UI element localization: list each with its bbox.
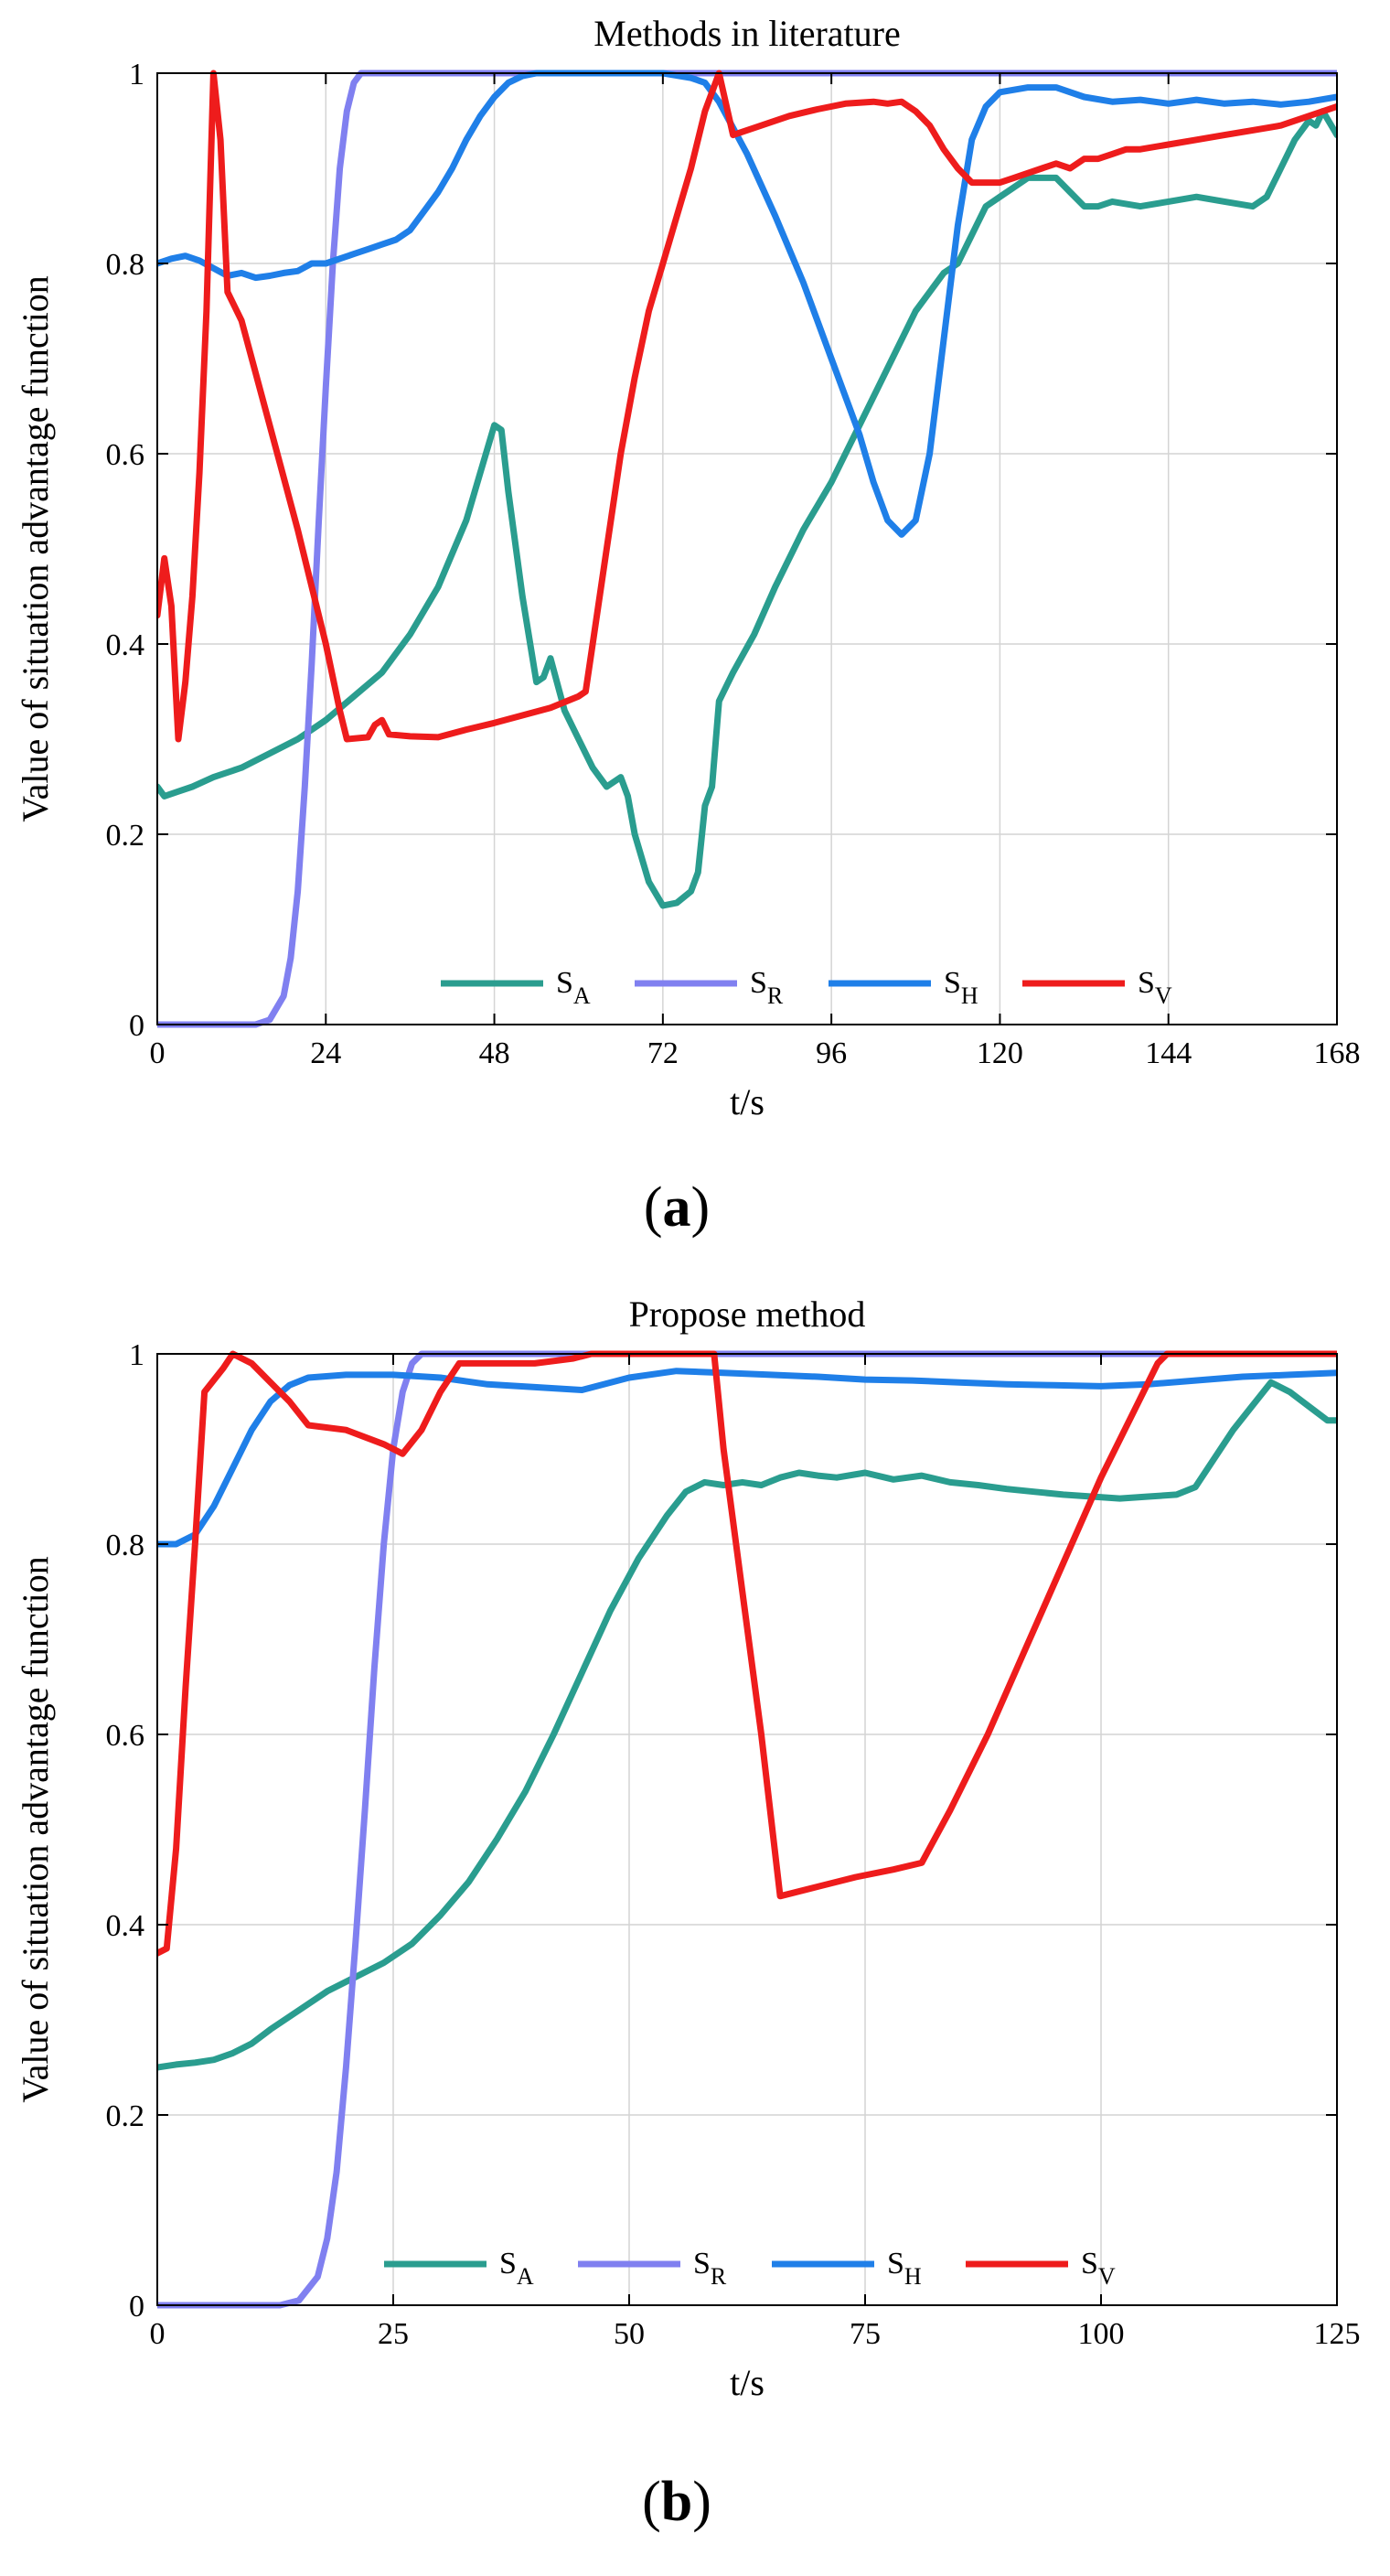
x-tick-label: 25 bbox=[378, 2317, 409, 2351]
legend-item-sv: SV bbox=[1022, 966, 1172, 1009]
legend-label: SA bbox=[499, 2247, 534, 2290]
series-line-sv bbox=[157, 1350, 1337, 1957]
x-axis-label: t/s bbox=[730, 2362, 764, 2403]
chart-panel-b: 0 25 50 75 100 125 0 0.2 0.4 0.6 0.8 1 Propose metho… bbox=[15, 1293, 1361, 2533]
series-line-sh bbox=[157, 70, 1337, 538]
series-line-sv bbox=[157, 70, 1337, 743]
x-tick-label: 120 bbox=[977, 1036, 1023, 1070]
legend-label: SA bbox=[556, 966, 591, 1009]
y-axis-label: Value of situation advantage function bbox=[15, 1556, 56, 2103]
x-tick-label: 24 bbox=[310, 1036, 341, 1070]
legend-label: SR bbox=[750, 966, 784, 1009]
legend: SA SR SH SV bbox=[441, 966, 1172, 1009]
legend-label: SV bbox=[1138, 966, 1172, 1009]
x-tick-label: 96 bbox=[816, 1036, 847, 1070]
legend-item-sv: SV bbox=[966, 2247, 1116, 2290]
y-tick-label: 0.4 bbox=[106, 628, 145, 662]
chart-title: Methods in literature bbox=[593, 13, 900, 54]
legend-label: SV bbox=[1081, 2247, 1116, 2290]
y-axis-label: Value of situation advantage function bbox=[15, 275, 56, 822]
series-group bbox=[157, 1350, 1337, 2309]
chart-panel-a: 0 24 48 72 96 120 144 168 0 0.2 0.4 0.6 0.8 1 Methods … bbox=[15, 13, 1361, 1239]
x-tick-label: 0 bbox=[150, 1036, 166, 1070]
legend-label: SH bbox=[944, 966, 978, 1009]
axes-frame bbox=[156, 1353, 1338, 2306]
series-line-sh bbox=[157, 1368, 1337, 1548]
y-tick-label: 0.8 bbox=[106, 248, 145, 282]
legend-item-sr: SR bbox=[578, 2247, 727, 2290]
chart-title: Propose method bbox=[629, 1293, 866, 1335]
y-tick-label: 0.6 bbox=[106, 438, 145, 472]
y-tick-label: 0.2 bbox=[106, 2099, 145, 2133]
plot-area bbox=[157, 1354, 1337, 2305]
legend-label: SH bbox=[887, 2247, 922, 2290]
x-tick-label: 48 bbox=[479, 1036, 510, 1070]
y-tick-label: 0.8 bbox=[106, 1529, 145, 1562]
y-tick-label: 0.4 bbox=[106, 1909, 145, 1943]
x-tick-label: 72 bbox=[647, 1036, 679, 1070]
legend-item-sh: SH bbox=[772, 2247, 922, 2290]
y-tick-label: 0.2 bbox=[106, 819, 145, 853]
y-tick-label: 1 bbox=[129, 1338, 144, 1372]
series-group bbox=[157, 70, 1337, 1028]
series-line-sa bbox=[157, 108, 1337, 909]
x-tick-label: 75 bbox=[850, 2317, 881, 2351]
y-tick-label: 0 bbox=[129, 2290, 144, 2324]
series-line-sa bbox=[157, 1379, 1337, 2071]
x-tick-label: 50 bbox=[614, 2317, 645, 2351]
x-axis-label: t/s bbox=[730, 1081, 764, 1122]
plot-area bbox=[157, 73, 1337, 1025]
legend-item-sa: SA bbox=[384, 2247, 534, 2290]
legend-item-sa: SA bbox=[441, 966, 591, 1009]
y-tick-label: 1 bbox=[129, 58, 144, 91]
legend: SA SR SH SV bbox=[384, 2247, 1116, 2290]
panel-label: (b) bbox=[642, 2471, 711, 2533]
x-tick-label: 125 bbox=[1314, 2317, 1361, 2351]
legend-label: SR bbox=[693, 2247, 727, 2290]
x-tick-label: 100 bbox=[1078, 2317, 1125, 2351]
y-tick-label: 0 bbox=[129, 1009, 144, 1043]
x-tick-label: 168 bbox=[1314, 1036, 1361, 1070]
y-tick-label: 0.6 bbox=[106, 1719, 145, 1753]
x-tick-label: 0 bbox=[150, 2317, 166, 2351]
legend-item-sr: SR bbox=[635, 966, 784, 1009]
x-tick-label: 144 bbox=[1145, 1036, 1192, 1070]
panel-label: (a) bbox=[644, 1176, 710, 1239]
axes-frame bbox=[156, 72, 1338, 1025]
legend-item-sh: SH bbox=[829, 966, 978, 1009]
